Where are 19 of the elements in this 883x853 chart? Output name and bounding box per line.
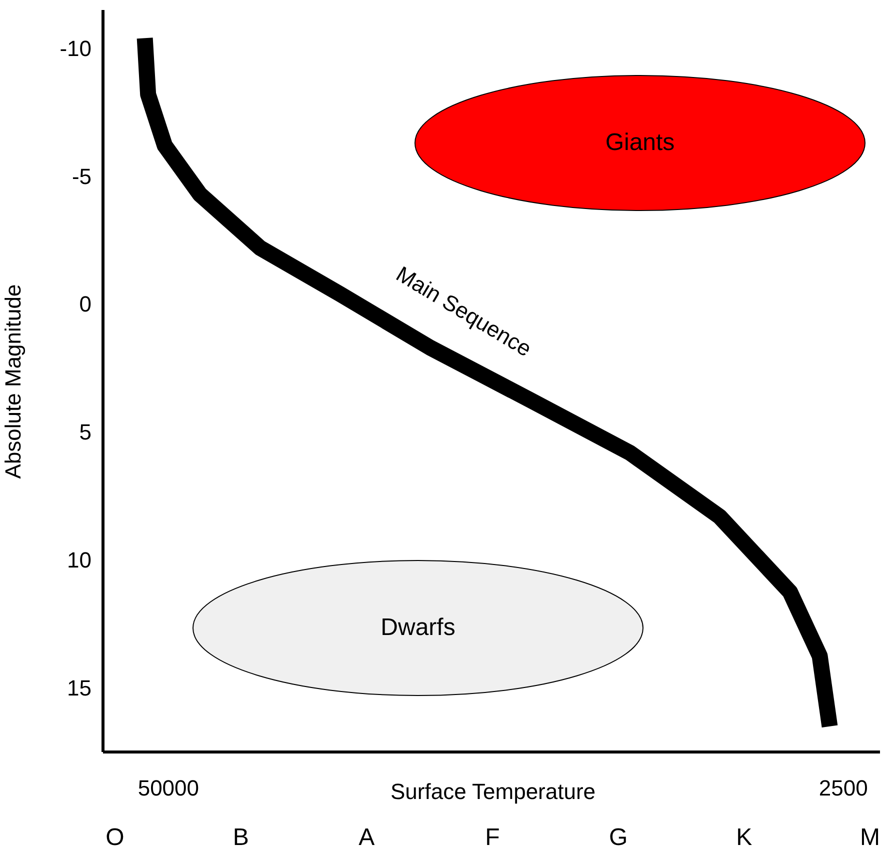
y-tick-label: 0 (79, 292, 92, 317)
y-tick-label: 10 (67, 548, 92, 573)
y-tick-label: 15 (67, 676, 92, 701)
text: K (736, 824, 752, 851)
text: A (358, 824, 375, 851)
x-tick-label: 2500 (818, 776, 868, 800)
annotation: Dwarfs (380, 614, 456, 641)
annotation: Giants (605, 129, 675, 156)
text: B (232, 824, 249, 851)
y-tick-label: -5 (72, 164, 92, 189)
y-tick-label: 5 (79, 420, 92, 445)
y-axis-title: Absolute Magnitude (0, 284, 26, 479)
text: G (608, 824, 628, 851)
text: O (106, 824, 124, 851)
text: M (860, 824, 880, 851)
y-tick-label: -10 (60, 36, 92, 61)
x-tick-label: 50000 (138, 776, 200, 800)
text: F (485, 824, 500, 851)
x-axis-title: Surface Temperature (390, 779, 596, 804)
